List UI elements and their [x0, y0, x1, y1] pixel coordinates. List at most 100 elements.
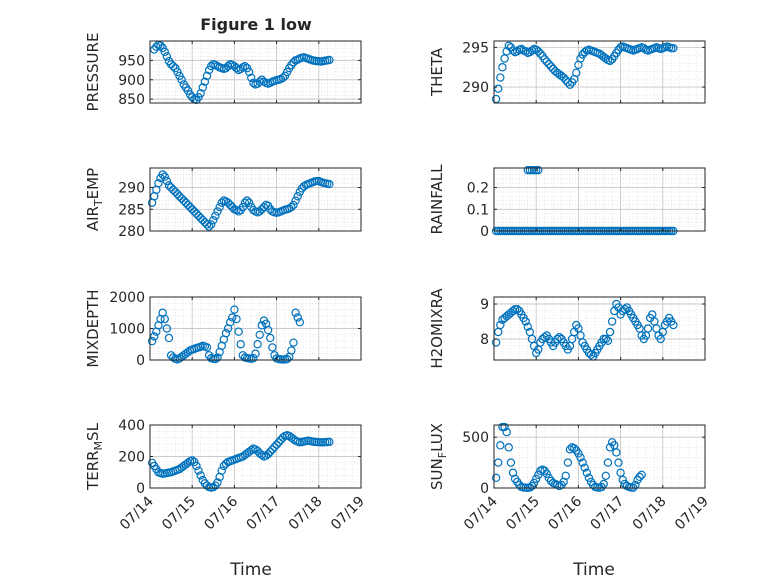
data-point: [325, 437, 334, 447]
data-point: [206, 61, 216, 71]
data-markers: [147, 431, 334, 492]
data-point: [542, 57, 551, 66]
data-point: [555, 333, 564, 342]
data-point: [669, 320, 678, 330]
data-point: [198, 215, 207, 225]
data-point: [255, 77, 264, 86]
data-point: [228, 313, 237, 322]
data-point: [529, 478, 539, 488]
data-point: [257, 450, 267, 460]
data-point: [183, 458, 193, 467]
data-point: [268, 343, 277, 352]
data-point: [209, 483, 218, 492]
x-axis-label-left: Time: [229, 560, 272, 580]
data-point: [534, 165, 543, 175]
data-point: [152, 42, 161, 52]
data-point: [181, 198, 191, 207]
data-point: [164, 181, 174, 190]
data-point: [187, 456, 197, 465]
data-point: [240, 61, 250, 71]
data-point: [194, 211, 203, 220]
data-point: [253, 340, 262, 349]
y-tick-label: 400: [118, 418, 145, 434]
data-point: [607, 317, 617, 326]
data-point: [213, 207, 222, 216]
panel-theta: 290 295 THETA: [428, 40, 706, 104]
data-point: [523, 322, 532, 331]
axes-box: [149, 40, 362, 104]
data-point: [238, 202, 248, 212]
data-point: [574, 449, 583, 458]
data-point: [190, 457, 199, 467]
data-point: [160, 314, 169, 324]
data-point: [209, 215, 218, 225]
data-point: [576, 453, 585, 462]
data-point: [295, 318, 305, 327]
data-point: [242, 196, 252, 205]
data-point: [289, 58, 298, 67]
data-point: [580, 463, 589, 472]
data-point: [601, 471, 611, 481]
data-point: [605, 443, 615, 452]
data-point: [217, 466, 226, 475]
data-point: [194, 466, 203, 475]
data-point: [244, 67, 254, 77]
y-axis-label: AIRTEMP: [84, 168, 105, 231]
data-point: [236, 64, 245, 74]
data-point: [534, 470, 543, 479]
data-point: [183, 200, 193, 210]
data-point: [202, 220, 212, 229]
data-point: [491, 473, 501, 483]
data-point: [249, 353, 258, 363]
data-point: [204, 222, 214, 231]
data-point: [177, 194, 186, 203]
data-point: [289, 200, 298, 210]
data-point: [185, 90, 195, 99]
data-point: [166, 183, 176, 192]
data-point: [160, 172, 169, 181]
data-point: [234, 207, 243, 216]
data-point: [236, 340, 245, 349]
data-point: [287, 202, 296, 212]
data-point: [525, 483, 535, 492]
data-point: [287, 60, 296, 70]
data-point: [240, 198, 250, 207]
data-point: [287, 346, 296, 355]
y-tick-label: 0: [136, 481, 145, 497]
data-point: [494, 458, 503, 467]
data-point: [274, 438, 283, 447]
data-point: [162, 176, 172, 186]
data-point: [527, 46, 537, 55]
data-point: [200, 77, 210, 86]
panel-air_temp: 280 285 290 AIRTEMP: [84, 167, 362, 240]
data-point: [540, 333, 549, 342]
x-axis-label-right: Time: [572, 560, 615, 580]
data-point: [154, 179, 163, 188]
data-markers: [491, 41, 678, 104]
y-tick-label: 200: [118, 450, 145, 466]
y-axis-label: MIXDEPTH: [84, 289, 102, 367]
data-point: [553, 334, 562, 344]
data-point: [506, 458, 516, 467]
data-point: [247, 73, 256, 83]
data-point: [293, 313, 302, 322]
y-axis-label: PRESSURE: [84, 33, 102, 112]
y-axis-label: SUNFLUX: [428, 423, 449, 490]
data-point: [206, 220, 216, 229]
data-point: [536, 49, 545, 58]
panel-h2omixra: 8 9 H2OMIXRA: [428, 288, 706, 369]
data-point: [586, 350, 596, 359]
y-tick-label: 0.1: [467, 202, 489, 218]
data-point: [196, 89, 205, 98]
data-point: [190, 207, 199, 216]
data-point: [202, 343, 212, 352]
data-point: [643, 324, 653, 333]
y-tick-label: 2000: [109, 290, 145, 306]
data-point: [150, 45, 159, 54]
data-point: [249, 78, 258, 88]
data-point: [569, 444, 579, 453]
y-tick-label: 900: [118, 73, 145, 89]
data-point: [196, 471, 205, 480]
y-axis-label: THETA: [428, 47, 446, 97]
y-tick-label: 850: [118, 92, 145, 108]
